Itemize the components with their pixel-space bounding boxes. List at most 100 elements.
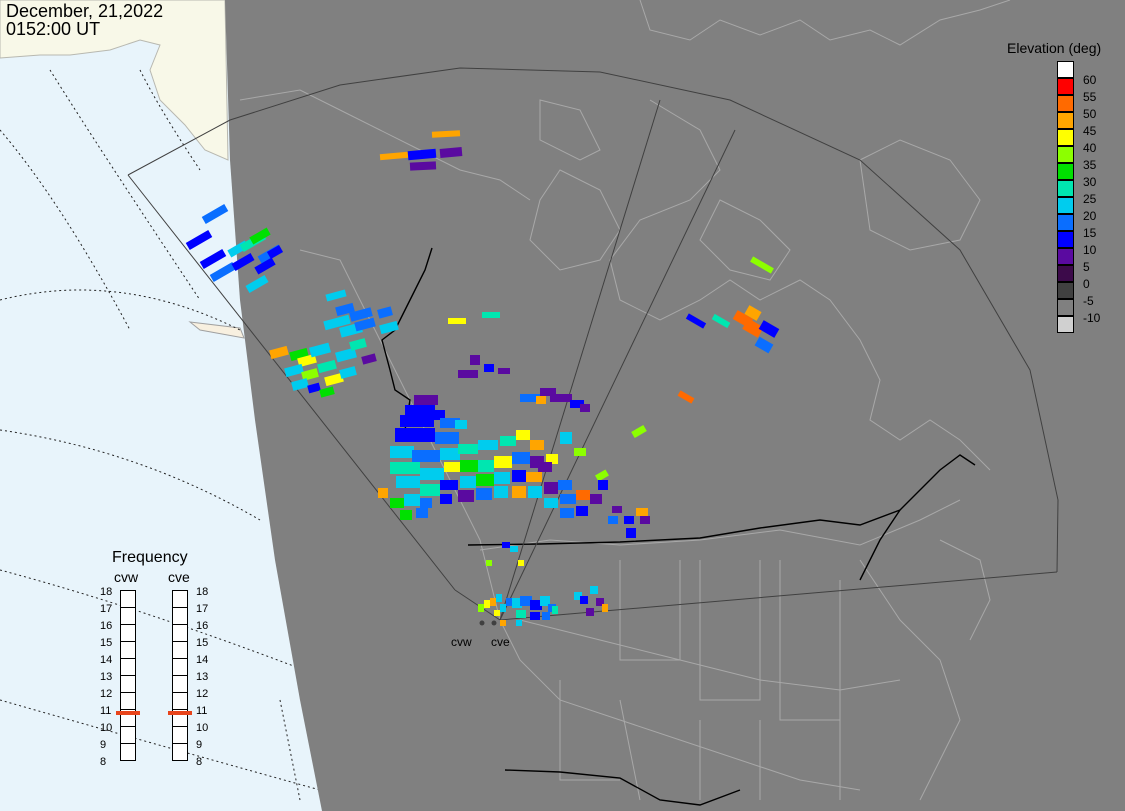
echo-cell — [339, 366, 357, 379]
echo-cell — [412, 450, 440, 462]
echo-cell — [631, 424, 647, 439]
echo-cell — [538, 462, 552, 472]
echo-cell — [574, 592, 582, 600]
echo-cell — [486, 560, 492, 566]
legend-tick-label: 50 — [1083, 107, 1097, 121]
echo-cell — [379, 151, 409, 161]
cvw-freq-cell — [120, 607, 136, 625]
echo-cell — [435, 432, 459, 444]
freq-tick-right: 9 — [196, 739, 203, 751]
echo-cell — [478, 460, 494, 472]
legend-tick-label: -10 — [1083, 311, 1101, 325]
echo-cell — [395, 428, 435, 442]
cvw-freq-cell — [120, 658, 136, 676]
echo-cell — [420, 468, 444, 480]
freq-tick-left: 14 — [100, 654, 113, 666]
cvw-freq-cell — [120, 726, 136, 744]
cve-freq-cell — [172, 726, 188, 744]
echo-cell — [530, 440, 544, 450]
echo-cell — [458, 490, 474, 502]
cvw-site-label: cvw — [451, 635, 472, 649]
echo-cell — [518, 560, 524, 566]
time-label: 0152:00 UT — [6, 19, 101, 39]
cvw-freq-cell — [120, 590, 136, 608]
echo-cell — [390, 462, 420, 474]
legend-swatch — [1057, 129, 1074, 146]
cvw-freq-cell — [120, 641, 136, 659]
echo-cell — [526, 472, 542, 482]
echo-cell — [520, 394, 540, 402]
cve-freq-cell — [172, 590, 188, 608]
legend-tick-label: 20 — [1083, 209, 1097, 223]
legend-title: Elevation (deg) — [1007, 40, 1102, 56]
echo-cell — [431, 130, 461, 138]
echo-cell — [201, 204, 229, 224]
echo-cell — [420, 484, 440, 496]
echo-cell — [520, 596, 532, 606]
freq-tick-left: 9 — [100, 739, 107, 751]
legend-tick-label: 10 — [1083, 243, 1097, 257]
echo-cell — [416, 508, 428, 518]
freq-tick-right: 12 — [196, 688, 209, 700]
freq-tick-left: 16 — [100, 620, 113, 632]
cve-freq-cell — [172, 607, 188, 625]
echo-cell — [494, 610, 500, 616]
echo-cell — [448, 318, 466, 324]
radar-echoes — [185, 130, 780, 626]
graticule — [0, 69, 331, 801]
legend-swatch — [1057, 180, 1074, 197]
echo-cell — [544, 482, 558, 494]
coastlines — [239, 0, 1011, 801]
freq-tick-right: 18 — [196, 586, 209, 598]
echo-cell — [494, 472, 510, 484]
echo-cell — [574, 448, 586, 456]
cve-column-label: cve — [168, 569, 190, 585]
legend-tick-label: 55 — [1083, 90, 1097, 104]
echo-cell — [484, 364, 494, 372]
echo-cell — [512, 452, 530, 464]
echo-cell — [626, 528, 636, 538]
cve-site-label: cve — [491, 635, 510, 649]
echo-cell — [558, 480, 572, 490]
legend-tick-label: 35 — [1083, 158, 1097, 172]
freq-tick-left: 13 — [100, 671, 113, 683]
echo-cell — [185, 230, 213, 250]
legend-swatch — [1057, 163, 1074, 180]
legend-swatch — [1057, 95, 1074, 112]
day-land-aleutian — [188, 321, 245, 339]
cve-frequency-marker — [168, 711, 192, 716]
echo-cell — [754, 336, 774, 354]
echo-cell — [598, 480, 608, 490]
echo-cell — [349, 307, 373, 322]
cve-freq-cell — [172, 641, 188, 659]
echo-cell — [612, 506, 622, 513]
echo-cell — [576, 506, 588, 516]
echo-cell — [530, 612, 540, 620]
echo-cell — [266, 245, 284, 259]
echo-cell — [540, 596, 550, 606]
legend-swatch — [1057, 299, 1074, 316]
legend-swatch — [1057, 78, 1074, 95]
echo-cell — [590, 494, 602, 504]
echo-cell — [512, 598, 522, 608]
cvw-column-label: cvw — [114, 569, 139, 585]
freq-tick-left: 12 — [100, 688, 113, 700]
echo-cell — [309, 342, 331, 358]
echo-cell — [405, 405, 435, 415]
echo-cell — [460, 460, 478, 472]
echo-cell — [400, 510, 412, 520]
freq-tick-left: 18 — [100, 586, 113, 598]
cve-site-marker — [491, 620, 497, 626]
legend-swatch — [1057, 197, 1074, 214]
echo-cell — [390, 446, 414, 458]
echo-cell — [560, 432, 572, 444]
echo-cell — [636, 508, 648, 516]
echo-cell — [624, 516, 634, 524]
echo-cell — [379, 320, 399, 335]
legend-tick-label: 5 — [1083, 260, 1090, 274]
echo-cell — [516, 430, 530, 440]
cvw-frequency-marker — [116, 711, 140, 716]
freq-tick-right: 16 — [196, 620, 209, 632]
legend-swatch — [1057, 61, 1074, 78]
freq-tick-left: 8 — [100, 756, 107, 768]
